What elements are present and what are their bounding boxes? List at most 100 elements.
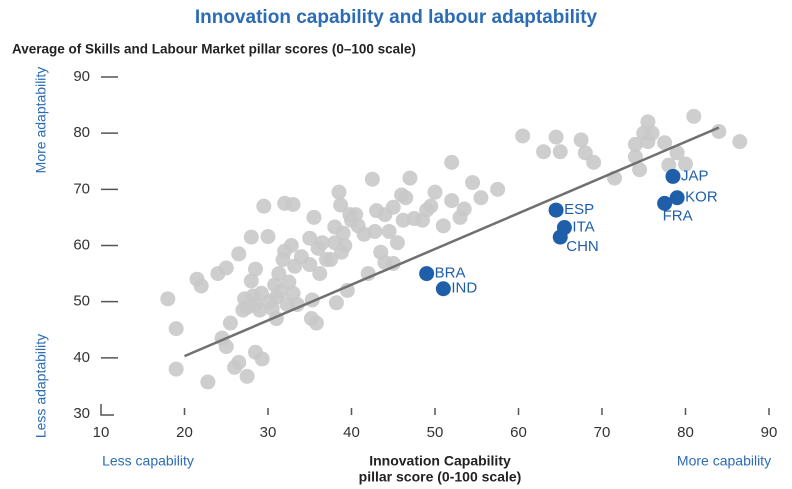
point bbox=[385, 199, 401, 215]
point bbox=[473, 190, 489, 206]
point bbox=[465, 175, 481, 191]
point-label: KOR bbox=[685, 189, 718, 206]
point bbox=[573, 132, 589, 148]
point bbox=[222, 315, 238, 331]
point bbox=[254, 351, 270, 367]
point bbox=[247, 261, 263, 277]
y-tick-label: 70 bbox=[73, 180, 90, 197]
highlight-point bbox=[665, 168, 681, 184]
annotation: Less capability bbox=[102, 453, 194, 469]
y-tick-label: 50 bbox=[73, 293, 90, 310]
point bbox=[333, 197, 349, 213]
point bbox=[323, 252, 339, 268]
x-tick-label: 40 bbox=[343, 424, 360, 441]
highlight-point bbox=[435, 281, 451, 297]
point bbox=[314, 235, 330, 251]
point bbox=[552, 144, 568, 160]
point-label: ESP bbox=[564, 201, 594, 218]
point bbox=[200, 374, 216, 390]
point bbox=[339, 282, 355, 298]
x-tick-label: 50 bbox=[427, 424, 444, 441]
point bbox=[657, 135, 673, 151]
point bbox=[168, 361, 184, 377]
subtitle: Average of Skills and Labour Market pill… bbox=[12, 42, 416, 57]
x-axis-label: Innovation Capability bbox=[369, 453, 511, 469]
point bbox=[243, 273, 259, 289]
point bbox=[490, 181, 506, 197]
point-label: IND bbox=[451, 280, 477, 297]
point bbox=[678, 156, 693, 172]
y-tick-label: 60 bbox=[73, 236, 90, 253]
axis-corner bbox=[100, 404, 114, 416]
point-label: CHN bbox=[566, 238, 599, 255]
point bbox=[252, 302, 268, 318]
point bbox=[669, 145, 685, 161]
highlight-point bbox=[669, 190, 685, 206]
chart-title: Innovation capability and labour adaptab… bbox=[195, 7, 598, 28]
point bbox=[256, 198, 272, 214]
highlight-point bbox=[548, 202, 564, 218]
point bbox=[335, 225, 351, 241]
point bbox=[306, 209, 322, 225]
y-tick-label: 80 bbox=[73, 124, 90, 141]
point bbox=[308, 315, 324, 331]
point bbox=[302, 257, 318, 273]
point bbox=[360, 266, 376, 282]
highlight-point bbox=[552, 229, 568, 245]
point bbox=[627, 136, 643, 152]
point bbox=[312, 266, 328, 282]
y-tick-label: 90 bbox=[73, 68, 90, 85]
point bbox=[456, 201, 472, 217]
point bbox=[389, 235, 405, 251]
point bbox=[515, 128, 531, 144]
point bbox=[260, 229, 276, 245]
point bbox=[402, 170, 418, 186]
annotation: Less adaptability bbox=[33, 334, 49, 438]
point bbox=[328, 295, 344, 311]
point bbox=[364, 171, 380, 187]
point bbox=[732, 134, 748, 150]
point bbox=[548, 129, 564, 145]
point bbox=[218, 260, 234, 276]
point bbox=[423, 198, 439, 214]
point bbox=[168, 321, 184, 337]
point bbox=[218, 339, 234, 355]
point bbox=[331, 184, 347, 200]
point bbox=[348, 207, 364, 223]
point-label: BRA bbox=[435, 265, 466, 282]
highlight-point bbox=[657, 195, 673, 211]
point bbox=[271, 266, 287, 282]
point bbox=[337, 238, 353, 253]
point bbox=[427, 184, 443, 200]
point bbox=[302, 230, 318, 246]
point bbox=[686, 108, 702, 124]
point bbox=[285, 196, 301, 212]
point-label: ITA bbox=[572, 218, 594, 235]
point bbox=[367, 223, 383, 239]
point bbox=[193, 278, 209, 294]
x-tick-label: 90 bbox=[761, 424, 778, 441]
annotation: More capability bbox=[677, 453, 771, 469]
point bbox=[444, 154, 460, 170]
point bbox=[632, 162, 648, 178]
point bbox=[711, 123, 727, 139]
point bbox=[160, 291, 176, 307]
point bbox=[644, 125, 660, 141]
y-tick-label: 40 bbox=[73, 349, 90, 366]
point bbox=[231, 354, 247, 370]
point bbox=[243, 229, 259, 245]
x-tick-label: 10 bbox=[93, 424, 110, 441]
point bbox=[283, 238, 299, 253]
x-tick-label: 70 bbox=[594, 424, 611, 441]
x-tick-label: 30 bbox=[260, 424, 277, 441]
x-tick-label: 20 bbox=[176, 424, 193, 441]
point bbox=[231, 246, 247, 262]
x-axis-label: pillar score (0-100 scale) bbox=[359, 469, 522, 485]
trend-line bbox=[184, 126, 720, 358]
point bbox=[536, 144, 552, 160]
x-tick-label: 80 bbox=[677, 424, 694, 441]
point-label: JAP bbox=[681, 167, 709, 184]
point bbox=[239, 368, 255, 384]
x-tick-label: 60 bbox=[510, 424, 527, 441]
